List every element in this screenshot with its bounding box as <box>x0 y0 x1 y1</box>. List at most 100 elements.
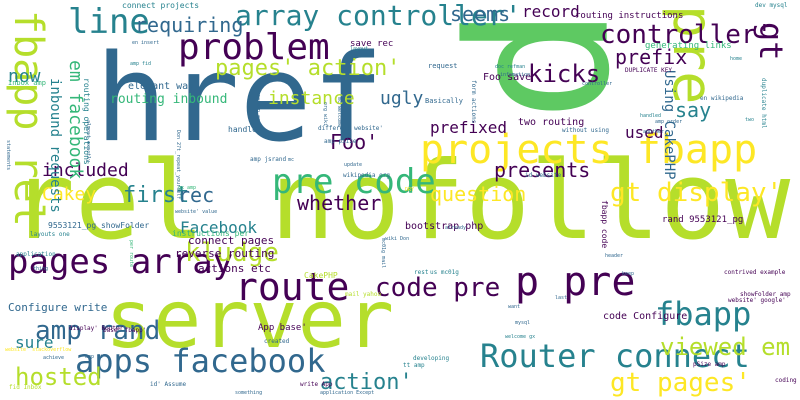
cloud-word: keep <box>622 271 635 277</box>
cloud-word: Configure write <box>8 301 108 314</box>
cloud-word: line <box>68 2 150 42</box>
cloud-word: ugly <box>380 88 424 109</box>
cloud-word: prefix <box>615 45 688 69</box>
cloud-word: developing <box>413 355 450 362</box>
cloud-word: routing instructions <box>575 11 684 21</box>
cloud-word: infomation <box>500 72 531 78</box>
cloud-word: p pre <box>515 259 636 305</box>
cloud-word: pSize amp <box>693 361 726 368</box>
cloud-word: projects fbapp <box>420 127 758 173</box>
cloud-word: question <box>430 182 527 206</box>
cloud-word: fbapp code <box>600 200 609 249</box>
cloud-word: already <box>445 225 467 231</box>
cloud-word: fid Inbox <box>9 384 42 391</box>
cloud-word: us mc01g <box>430 269 459 276</box>
cloud-word: rel nofollow <box>10 139 791 264</box>
cloud-word: CakePHP <box>304 271 338 280</box>
cloud-word: action' <box>320 370 413 395</box>
cloud-word: href <box>95 30 384 169</box>
cloud-word: requiring <box>135 13 244 37</box>
cloud-word: say <box>675 98 712 122</box>
cloud-word: update <box>344 162 363 168</box>
cloud-word: App base' <box>258 323 307 333</box>
cloud-word: now <box>8 66 41 87</box>
cloud-word: DUPLICATE KEY <box>625 67 672 74</box>
cloud-word: mysql <box>515 320 531 326</box>
cloud-word: instance <box>268 88 355 109</box>
cloud-word: DRY <box>405 187 415 193</box>
cloud-word: welcome gx <box>505 334 536 340</box>
cloud-word: header <box>605 253 624 259</box>
cloud-word: another <box>643 129 665 135</box>
cloud-word: first <box>123 183 190 208</box>
cloud-word: tt amp <box>403 362 425 369</box>
cloud-word: gx amp <box>178 185 197 191</box>
cloud-word: Basically <box>425 97 463 105</box>
cloud-word: base' fbapp' <box>103 327 147 334</box>
cloud-word: thing <box>33 266 49 272</box>
cloud-word: kicks <box>528 60 601 88</box>
cloud-word: id' Assume <box>150 381 187 388</box>
cloud-word: whether <box>297 191 382 215</box>
cloud-word: form actions <box>470 80 477 124</box>
cloud-word: bootstrap php <box>405 221 484 232</box>
cloud-word: handled <box>640 113 662 119</box>
cloud-word: id website <box>525 172 562 179</box>
cloud-word: two <box>745 117 755 123</box>
cloud-word: apps facebook <box>75 342 326 380</box>
cloud-word: refman en <box>255 94 261 122</box>
cloud-word: controller <box>582 81 613 87</box>
cloud-word: gt pages' <box>610 368 751 398</box>
cloud-word: included <box>42 160 129 181</box>
cloud-word: almost exactly <box>85 120 91 163</box>
cloud-word: fbapp <box>655 295 752 333</box>
cloud-word: something <box>235 390 263 396</box>
cloud-word: two routing <box>518 117 585 128</box>
cloud-word: application Except <box>320 390 375 396</box>
cloud-word: achieve <box>43 355 65 361</box>
cloud-word: server <box>105 273 394 366</box>
cloud-word: pages' action' <box>215 56 401 81</box>
cloud-word: routing inbound <box>110 92 228 107</box>
cloud-word: last <box>555 295 568 301</box>
cloud-word: dev mysql <box>755 2 788 9</box>
cloud-word: rand 9553121_pg <box>662 215 744 225</box>
cloud-word: contrived example <box>724 269 786 276</box>
cloud-word: amp pSize <box>324 138 357 145</box>
cloud-word: showFolder amp <box>740 291 791 298</box>
cloud-word: without using <box>562 127 609 134</box>
cloud-word: problem <box>178 27 330 68</box>
cloud-word: mc <box>288 157 295 163</box>
cloud-word: connect pages <box>188 234 275 247</box>
cloud-word: layout <box>350 46 369 52</box>
cloud-word: code Configure <box>603 311 688 322</box>
cloud-word: used <box>625 123 664 142</box>
cloud-word: mail yahoo <box>345 291 382 298</box>
cloud-word: generating links <box>645 41 732 51</box>
cloud-word: wiki Don <box>385 236 410 242</box>
cloud-word: display' Router <box>69 325 124 332</box>
cloud-word: hosted <box>15 363 102 391</box>
cloud-word: sure <box>15 333 54 352</box>
cloud-word: per route <box>128 240 134 268</box>
cloud-word: Cakey <box>42 184 97 205</box>
cloud-word: reverse routing <box>175 247 275 260</box>
cloud-word: website' google' <box>728 297 786 304</box>
cloud-word: request <box>428 62 458 70</box>
cloud-word: website' stackoverflow <box>5 347 72 353</box>
cloud-word: en insert <box>132 40 160 46</box>
cloud-word: amp order <box>655 119 683 125</box>
cloud-word: kludge <box>185 238 279 268</box>
cloud-word: amp jsrand <box>250 156 287 163</box>
cloud-word: viewed em <box>660 333 791 361</box>
cloud-word: coding <box>775 377 797 384</box>
cloud-word: code pre <box>375 273 501 303</box>
cloud-word: elegant way <box>128 81 195 92</box>
cloud-word: rec <box>178 183 215 207</box>
cloud-word: handle <box>228 125 257 134</box>
cloud-word: instructions per <box>172 229 250 238</box>
cloud-word: inbound requests <box>47 78 63 213</box>
cloud-word: application <box>16 251 56 258</box>
cloud-word: Inbox amp <box>8 79 46 87</box>
cloud-word: 9553121_pg showFolder <box>48 221 150 230</box>
